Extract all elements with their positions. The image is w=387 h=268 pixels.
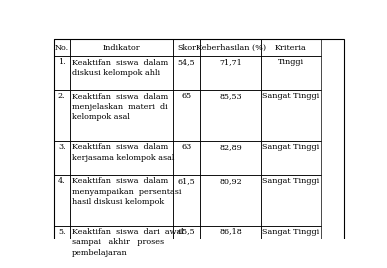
Text: Sangat Tinggi: Sangat Tinggi [262,143,320,151]
Text: Sangat Tinggi: Sangat Tinggi [262,177,320,185]
Bar [173,39,200,56]
Bar [54,39,70,56]
Text: Keaktifan  siswa  dalam
diskusi kelompok ahli: Keaktifan siswa dalam diskusi kelompok a… [72,59,168,77]
Bar [261,90,320,141]
Text: Keaktifan  siswa  dalam
menyampaikan  persentasi
hasil diskusi kelompok: Keaktifan siswa dalam menyampaikan perse… [72,177,181,206]
Bar [261,175,320,225]
Text: 82,89: 82,89 [219,143,242,151]
Text: No.: No. [55,44,69,52]
Bar [200,175,261,225]
Text: 71,71: 71,71 [219,58,242,66]
Text: 65,5: 65,5 [178,228,195,236]
Text: 65: 65 [182,92,192,100]
Text: 85,53: 85,53 [219,92,242,100]
Bar [54,175,70,225]
Text: 54,5: 54,5 [178,58,195,66]
Text: Skor: Skor [177,44,196,52]
Text: Tinggi: Tinggi [278,58,304,66]
Text: Keaktifan  siswa  dalam
menjelaskan  materi  di
kelompok asal: Keaktifan siswa dalam menjelaskan materi… [72,93,168,121]
Text: Keaktifan  siswa  dalam
kerjasama kelompok asal: Keaktifan siswa dalam kerjasama kelompok… [72,143,174,162]
Bar [200,56,261,90]
Text: 5.: 5. [58,228,65,236]
Bar [173,56,200,90]
Bar [54,225,70,268]
Text: 3.: 3. [58,143,65,151]
Bar [70,225,173,268]
Bar [70,90,173,141]
Bar [70,175,173,225]
Bar [70,39,173,56]
Text: 63: 63 [182,143,192,151]
Bar [70,56,173,90]
Bar [54,56,70,90]
Bar [200,141,261,175]
Bar [54,141,70,175]
Bar [54,90,70,141]
Text: Keaktifan  siswa  dari  awal
sampai   akhir   proses
pembelajaran: Keaktifan siswa dari awal sampai akhir p… [72,228,183,257]
Bar [200,39,261,56]
Text: Indikator: Indikator [103,44,140,52]
Bar [261,225,320,268]
Bar [173,175,200,225]
Bar [173,225,200,268]
Bar [70,141,173,175]
Bar [173,141,200,175]
Text: Keberhasilan (%): Keberhasilan (%) [195,44,266,52]
Text: 80,92: 80,92 [219,177,242,185]
Bar [261,141,320,175]
Text: 2.: 2. [58,92,65,100]
Text: 1.: 1. [58,58,65,66]
Bar [173,90,200,141]
Text: 4.: 4. [58,177,65,185]
Text: 86,18: 86,18 [219,228,242,236]
Bar [261,56,320,90]
Text: Sangat Tinggi: Sangat Tinggi [262,228,320,236]
Text: Kriteria: Kriteria [275,44,307,52]
Bar [200,90,261,141]
Text: Sangat Tinggi: Sangat Tinggi [262,92,320,100]
Text: 61,5: 61,5 [178,177,195,185]
Bar [200,225,261,268]
Bar [261,39,320,56]
